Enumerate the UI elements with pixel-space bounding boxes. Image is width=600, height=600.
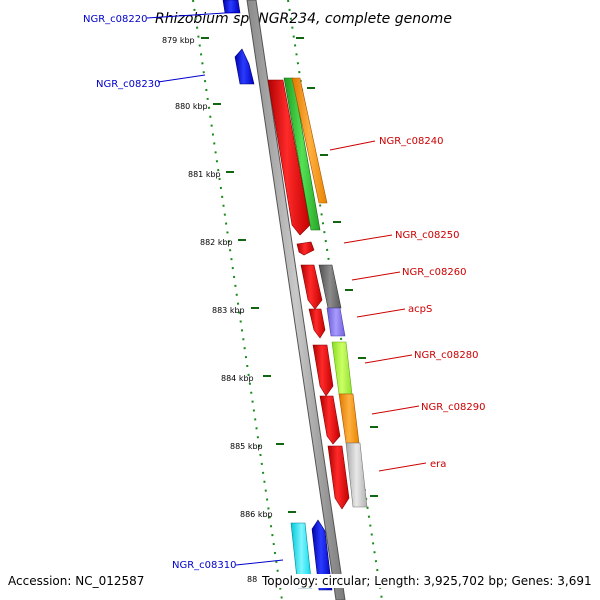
- accession-text: Accession: NC_012587: [6, 574, 147, 588]
- leader-ngr-c08310: [235, 559, 284, 566]
- feature-purple[interactable]: [326, 307, 346, 337]
- scale-line-inner: [192, 0, 283, 600]
- gene-ngr-c08280[interactable]: [312, 344, 334, 397]
- feature-gray-dark[interactable]: [318, 264, 342, 309]
- leader-acps: [356, 308, 406, 318]
- sequence-backbone: [246, 0, 346, 600]
- leader-ngr-c08260: [351, 271, 401, 281]
- feature-lime[interactable]: [331, 341, 353, 395]
- label-ngr-c08290[interactable]: NGR_c08290: [421, 402, 486, 413]
- tick-label-887: 88: [247, 575, 257, 584]
- tick-label-880: 880 kbp: [175, 102, 208, 111]
- gene-ngr-c08260[interactable]: [300, 264, 323, 310]
- leader-ngr-c08250: [343, 234, 393, 244]
- leader-ngr-c08290: [371, 405, 420, 415]
- leader-era: [378, 462, 427, 472]
- tick-label-881: 881 kbp: [188, 170, 221, 179]
- tick-label-882: 882 kbp: [200, 238, 233, 247]
- tick-label-884: 884 kbp: [221, 374, 254, 383]
- leader-lines: [146, 11, 427, 566]
- label-ngr-c08280[interactable]: NGR_c08280: [414, 350, 479, 361]
- leader-ngr-c08230: [157, 74, 206, 83]
- tick-label-886: 886 kbp: [240, 510, 273, 519]
- gene-ngr-c08240[interactable]: [267, 79, 311, 236]
- gene-ngr-c08220[interactable]: [222, 0, 241, 14]
- gene-era[interactable]: [327, 445, 350, 510]
- feature-orange-2[interactable]: [338, 393, 360, 444]
- outer-tick-marks: [296, 37, 378, 497]
- leader-ngr-c08240: [329, 140, 376, 151]
- label-acps[interactable]: acpS: [408, 304, 432, 315]
- label-ngr-c08310[interactable]: NGR_c08310: [172, 560, 237, 571]
- tick-label-885: 885 kbp: [230, 442, 263, 451]
- gene-ngr-c08230[interactable]: [234, 48, 255, 85]
- topology-text: Topology: circular; Length: 3,925,702 bp…: [260, 574, 594, 588]
- gene-ngr-c08290[interactable]: [319, 395, 341, 445]
- tick-label-879: 879 kbp: [162, 36, 195, 45]
- inner-tick-marks: [201, 37, 296, 513]
- label-era[interactable]: era: [430, 459, 446, 470]
- leader-ngr-c08220: [146, 11, 241, 19]
- gene-cyan[interactable]: [290, 522, 313, 589]
- label-ngr-c08240[interactable]: NGR_c08240: [379, 136, 444, 147]
- label-ngr-c08230[interactable]: NGR_c08230: [96, 79, 161, 90]
- feature-orange-1[interactable]: [291, 77, 328, 204]
- tick-label-883: 883 kbp: [212, 306, 245, 315]
- gene-ngr-c08250[interactable]: [296, 241, 315, 256]
- genome-title: Rhizobium sp. NGR234, complete genome: [155, 11, 452, 27]
- feature-gray-light[interactable]: [345, 442, 368, 508]
- feature-green[interactable]: [283, 77, 321, 231]
- leader-ngr-c08280: [364, 354, 413, 364]
- label-ngr-c08250[interactable]: NGR_c08250: [395, 230, 460, 241]
- label-ngr-c08220[interactable]: NGR_c08220: [83, 14, 148, 25]
- label-ngr-c08260[interactable]: NGR_c08260: [402, 267, 467, 278]
- gene-acps[interactable]: [308, 308, 326, 339]
